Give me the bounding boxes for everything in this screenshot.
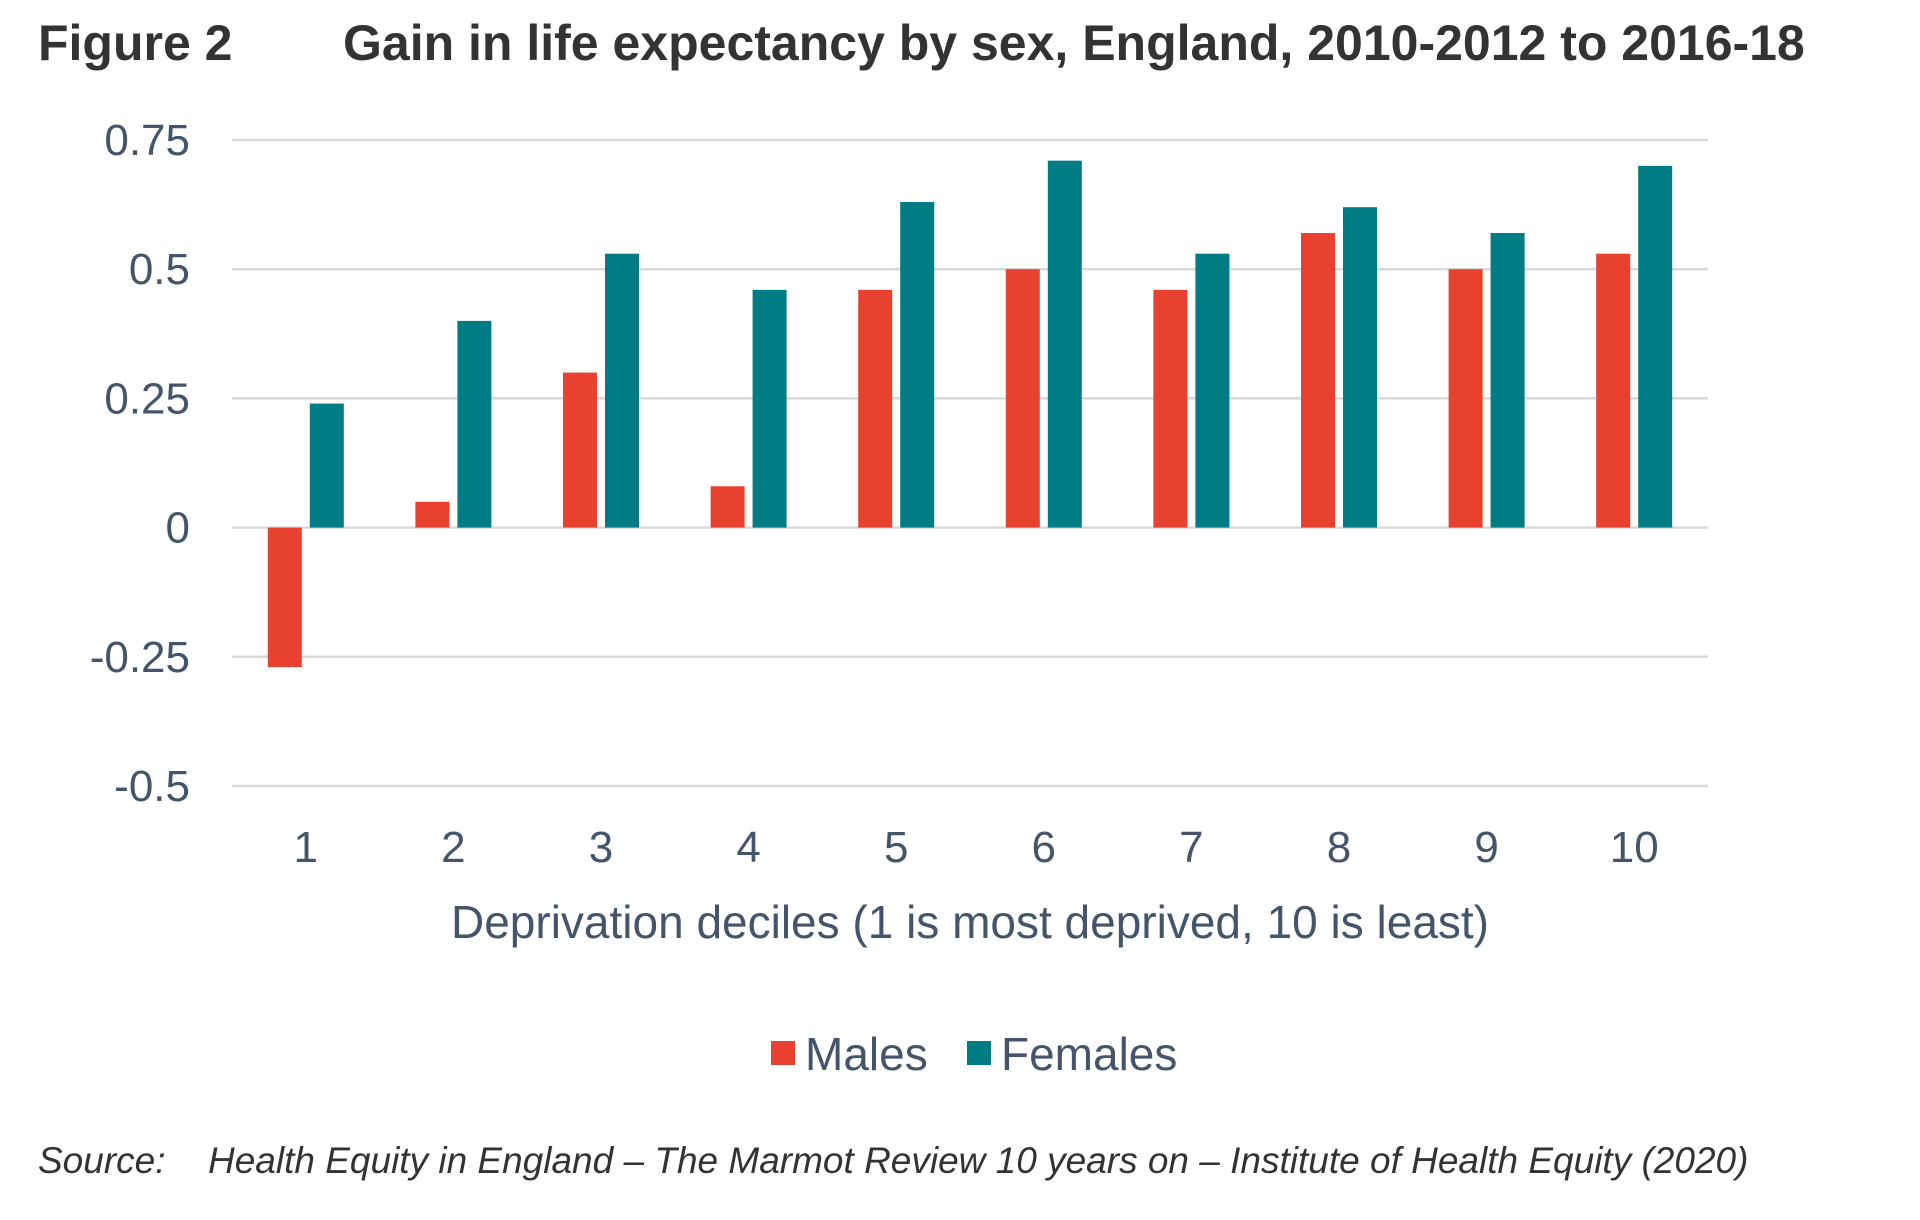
y-tick-label: 0.75 (104, 116, 190, 165)
bar-males-1 (267, 527, 302, 668)
x-tick-label: 4 (736, 823, 760, 872)
y-tick-label: -0.5 (114, 762, 190, 811)
bar-males-8 (1301, 233, 1335, 528)
bar-females-1 (309, 403, 344, 528)
bar-females-6 (1047, 160, 1082, 528)
y-tick-label: -0.25 (90, 633, 190, 682)
bar-females-7 (1195, 253, 1230, 528)
bar-females-2 (457, 320, 492, 528)
y-tick-label: 0 (166, 504, 190, 553)
legend-label-females: Females (1001, 1028, 1177, 1080)
legend: Males Females (771, 1028, 1177, 1080)
source-note: Source: Health Equity in England – The Ma… (38, 1140, 1748, 1182)
x-tick-label: 3 (589, 823, 613, 872)
bar-females-4 (752, 289, 787, 528)
gridlines (232, 138, 1708, 788)
bar-females-5 (900, 202, 935, 528)
bar-males-9 (1448, 269, 1483, 528)
legend-swatch-females (967, 1041, 991, 1065)
y-axis-ticks: 0.75 0.5 0.25 0 -0.25 -0.5 (90, 116, 190, 811)
x-tick-label: 1 (294, 823, 318, 872)
x-tick-label: 5 (884, 823, 908, 872)
bar-males-7 (1153, 289, 1188, 528)
bar-males-4 (710, 486, 745, 528)
x-tick-label: 6 (1032, 823, 1056, 872)
bar-chart: 0.75 0.5 0.25 0 -0.25 -0.5 1 2 3 4 5 6 7 8 9 10 Depriv… (90, 116, 1708, 1080)
x-tick-label: 2 (441, 823, 465, 872)
chart-title: Gain in life expectancy by sex, England,… (343, 15, 1805, 71)
bars (267, 160, 1673, 668)
x-tick-label: 8 (1327, 823, 1351, 872)
figure-label: Figure 2 (38, 15, 233, 71)
bar-females-10 (1638, 165, 1673, 528)
y-tick-label: 0.5 (129, 245, 190, 294)
figure-header: Figure 2 Gain in life expectancy by sex,… (38, 14, 1898, 84)
legend-swatch-males (771, 1041, 795, 1065)
x-tick-label: 7 (1179, 823, 1203, 872)
y-tick-label: 0.25 (104, 374, 190, 423)
legend-label-males: Males (805, 1028, 928, 1080)
source-label: Source: (38, 1140, 166, 1181)
bar-females-9 (1490, 233, 1525, 528)
bar-females-3 (605, 253, 639, 528)
bar-males-10 (1596, 253, 1631, 528)
source-text: Health Equity in England – The Marmot Re… (208, 1140, 1749, 1181)
bar-males-6 (1005, 269, 1040, 528)
x-axis-label: Deprivation deciles (1 is most deprived,… (451, 896, 1489, 948)
x-axis-ticks: 1 2 3 4 5 6 7 8 9 10 (294, 823, 1659, 872)
bar-males-3 (563, 372, 597, 528)
x-tick-label: 9 (1474, 823, 1498, 872)
bar-males-2 (415, 501, 450, 528)
bar-males-5 (858, 289, 893, 528)
x-tick-label: 10 (1610, 823, 1659, 872)
bar-females-8 (1343, 207, 1377, 528)
